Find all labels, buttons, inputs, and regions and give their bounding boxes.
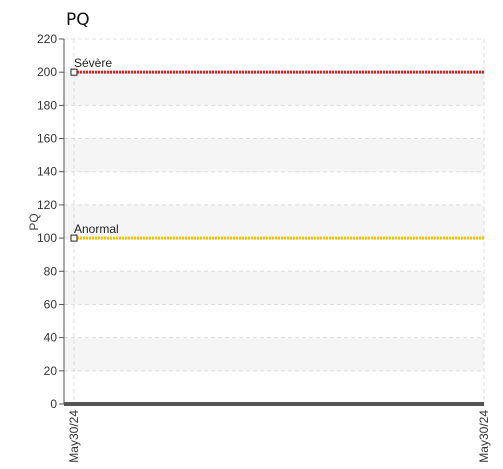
band	[64, 204, 484, 239]
threshold-label: Sévère	[74, 56, 112, 70]
threshold-point	[70, 68, 78, 76]
y-tick-label: 140	[37, 165, 57, 179]
y-tick-label: 40	[44, 331, 58, 345]
y-axis-title: PQ	[27, 213, 41, 230]
band	[64, 271, 484, 305]
y-tick-label: 160	[37, 132, 57, 146]
y-tick-label: 200	[37, 65, 57, 79]
y-tick-label: 100	[37, 231, 57, 245]
y-tick-label: 0	[50, 397, 57, 411]
y-tick-label: 180	[37, 98, 57, 112]
threshold-point	[70, 234, 78, 242]
band	[64, 138, 484, 172]
band	[64, 72, 484, 106]
x-tick-label: May30/24	[477, 410, 491, 463]
y-tick-label: 120	[37, 198, 57, 212]
x-ticks: May30/24 May30/24	[67, 410, 491, 463]
band	[64, 337, 484, 371]
y-ticks: 0 20 40 60 80 100 120 140 160 180 200 220	[37, 32, 64, 411]
threshold-label: Anormal	[74, 222, 119, 236]
y-tick-label: 80	[44, 264, 58, 278]
y-tick-label: 60	[44, 297, 58, 311]
chart-title: PQ	[66, 10, 90, 30]
x-tick-label: May30/24	[67, 410, 81, 463]
background-bands	[64, 72, 484, 371]
y-tick-label: 220	[37, 32, 57, 46]
series-lines: Sévère Anormal	[64, 56, 484, 406]
y-tick-label: 20	[44, 364, 58, 378]
